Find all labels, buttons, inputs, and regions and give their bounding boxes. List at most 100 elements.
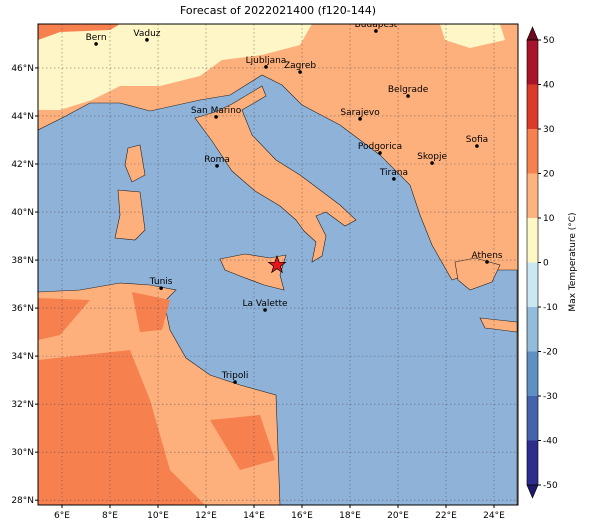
colorbar-segment (527, 40, 538, 85)
axes: 6°E 8°E 10°E 12°E 14°E 16°E 18°E 20°E 22°E 24°E 28… (11, 64, 505, 521)
city-dot (430, 161, 434, 165)
city-label: Podgorica (358, 142, 402, 152)
x-tick-label: 10°E (147, 511, 169, 521)
city-dot (215, 164, 219, 168)
warm-region (38, 298, 90, 340)
y-tick-label: 30°N (11, 448, 34, 458)
colorbar-tick-label: 40 (543, 81, 555, 91)
city-dot (145, 38, 149, 42)
city-label: Budapest (355, 20, 398, 30)
city-dot (475, 144, 479, 148)
corsica (124, 144, 146, 183)
colorbar: -50 -40 -30 -20 -10 0 10 20 30 40 50 (526, 26, 558, 499)
x-tick-label: 20°E (387, 511, 409, 521)
y-tick-label: 28°N (11, 496, 34, 506)
map-frame (37, 23, 519, 506)
colorbar-tick-label: 50 (543, 36, 555, 46)
colorbar-under (526, 484, 539, 499)
colorbar-segment (527, 262, 538, 307)
x-tick-label: 22°E (435, 511, 457, 521)
italy (194, 85, 357, 263)
colorbar-segment (527, 307, 538, 352)
y-tick-label: 40°N (11, 208, 34, 218)
city-label: Ljubljana (246, 56, 287, 66)
city-label: La Valette (243, 299, 288, 309)
city-label: Bern (86, 33, 107, 43)
city-dot (392, 177, 396, 181)
graticule (38, 24, 518, 505)
colorbar-segment (527, 440, 538, 485)
warm-region (132, 292, 170, 332)
city-label: Athens (471, 251, 502, 261)
colorbar-segment (527, 173, 538, 218)
warm-region (210, 415, 275, 470)
city-label: Roma (204, 155, 230, 165)
y-tick-label: 46°N (11, 64, 34, 74)
y-tick-label: 38°N (11, 256, 34, 266)
cool-region (440, 24, 505, 48)
colorbar-tick-label: 20 (543, 170, 555, 180)
city-dot (298, 70, 302, 74)
sardinia (114, 189, 146, 241)
city-label: Skopje (417, 152, 447, 162)
event-marker (267, 255, 287, 274)
x-tick-label: 14°E (243, 511, 265, 521)
city-dot (264, 65, 268, 69)
colorbar-segment (527, 218, 538, 263)
x-tick-label: 12°E (195, 511, 217, 521)
city-label: Belgrade (388, 85, 429, 95)
colorbar-tick-label: -20 (543, 348, 558, 358)
x-tick-label: 24°E (483, 511, 505, 521)
y-tick-label: 32°N (11, 400, 34, 410)
city-dot (485, 260, 489, 264)
y-tick-label: 44°N (11, 112, 34, 122)
colorbar-segment (527, 84, 538, 129)
colorbar-tick-label: -10 (543, 303, 558, 313)
x-tick-label: 16°E (291, 511, 313, 521)
city-dot (263, 308, 267, 312)
colorbar-segment (527, 351, 538, 396)
city-label: Sofia (466, 135, 488, 145)
city-dot (159, 286, 163, 290)
y-tick-label: 34°N (11, 352, 34, 362)
colorbar-segment (527, 396, 538, 441)
city-label: Tirana (379, 168, 408, 178)
title: Forecast of 2022021400 (f120-144) (180, 4, 376, 17)
colorbar-tick-label: 30 (543, 125, 555, 135)
city-label: San Marino (191, 106, 242, 116)
colorbar-tick-label: -40 (543, 437, 558, 447)
colorbar-tick-label: -30 (543, 392, 558, 402)
peloponnese (454, 257, 501, 291)
colorbar-segment (527, 129, 538, 174)
y-tick-label: 36°N (11, 304, 34, 314)
warm-region (38, 24, 120, 40)
x-tick-label: 18°E (339, 511, 361, 521)
colorbar-tick-label: 10 (543, 214, 555, 224)
cool-region (38, 24, 312, 110)
city-dot (406, 94, 410, 98)
city-label: Vaduz (133, 29, 160, 39)
city-label: Zagreb (284, 61, 316, 71)
city-dot (374, 29, 378, 33)
colorbar-tick-label: 0 (543, 259, 549, 269)
city-label: Tripoli (221, 371, 249, 381)
city-dot (378, 151, 382, 155)
city-dot (214, 115, 218, 119)
warm-region (38, 350, 205, 505)
city-dot (358, 117, 362, 121)
city-dot (94, 42, 98, 46)
colorbar-label: Max Temperature (°C) (568, 212, 578, 311)
city-label: Sarajevo (340, 108, 380, 118)
y-tick-label: 42°N (11, 160, 34, 170)
x-tick-label: 6°E (54, 511, 70, 521)
crete (479, 317, 518, 333)
colorbar-over (526, 26, 539, 41)
x-tick-label: 8°E (102, 511, 118, 521)
city-label: Tunis (149, 277, 173, 287)
colorbar-tick-label: -50 (543, 481, 558, 491)
city-dot (233, 380, 237, 384)
